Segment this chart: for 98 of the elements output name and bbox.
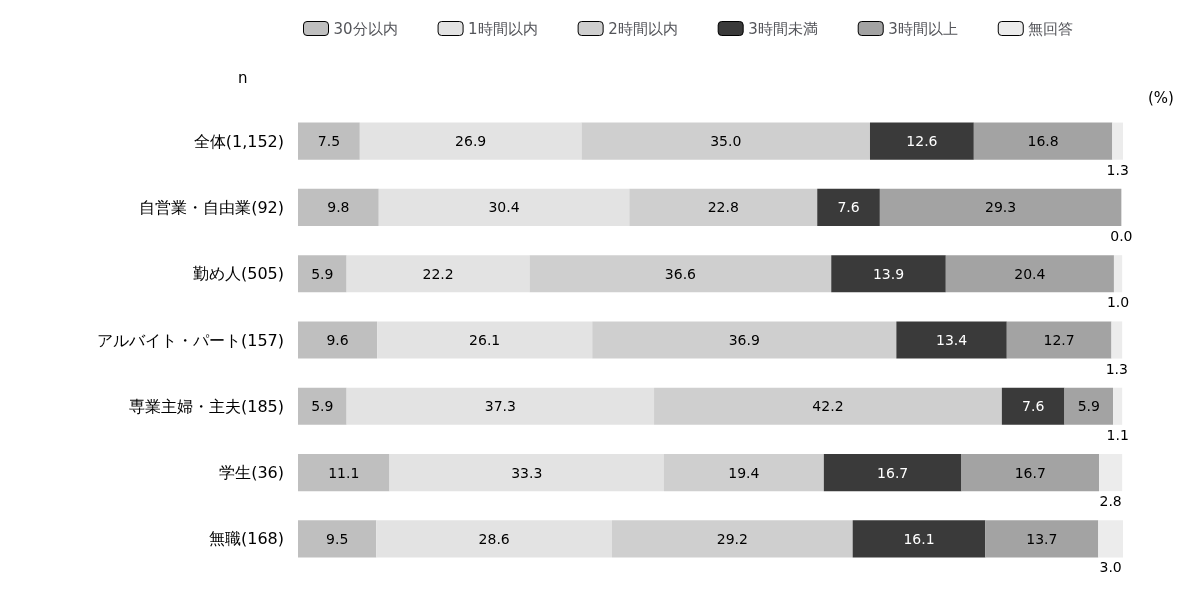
- bar: [823, 454, 962, 492]
- bar: [629, 188, 818, 226]
- bar: [1006, 321, 1112, 359]
- y-tick-label: 自営業・自由業(92): [139, 197, 284, 217]
- bar: [346, 255, 530, 293]
- bar: [298, 387, 347, 425]
- y-tick-label: 全体(1,152): [193, 131, 284, 151]
- data-label: 13.9: [872, 265, 905, 282]
- data-label: 5.9: [311, 398, 334, 415]
- y-tick-label: 専業主婦・主夫(185): [128, 396, 284, 416]
- bar: [654, 387, 1002, 425]
- text: n: [238, 68, 248, 87]
- data-label: 7.6: [837, 199, 860, 216]
- data-label: 20.4: [1014, 265, 1046, 282]
- data-label: 28.6: [478, 530, 510, 547]
- bar: [869, 122, 974, 160]
- data-label: 1.1: [1106, 426, 1129, 443]
- data-label: 22.8: [707, 199, 739, 216]
- bar: [612, 520, 853, 558]
- bar: [852, 520, 986, 558]
- bar: [1001, 387, 1065, 425]
- bar: [831, 255, 946, 293]
- data-label: 19.4: [728, 464, 760, 481]
- data-label: 9.8: [327, 199, 350, 216]
- bar: [1099, 454, 1123, 492]
- bar: [298, 321, 378, 359]
- data-label: 7.5: [317, 133, 341, 150]
- bar: [389, 454, 664, 492]
- data-label: 22.2: [422, 265, 454, 282]
- text: (%): [1148, 88, 1174, 107]
- data-label: 26.1: [469, 332, 501, 348]
- legend-label: 3時間未満: [748, 19, 818, 38]
- data-label: 9.5: [326, 530, 349, 547]
- bar: [359, 122, 582, 160]
- bar: [581, 122, 870, 160]
- data-label: 1.3: [1106, 161, 1129, 178]
- bar: [346, 387, 655, 425]
- bar: [298, 122, 360, 160]
- bar: [817, 188, 880, 226]
- bar: [378, 188, 630, 226]
- data-label: 13.7: [1026, 530, 1058, 547]
- bar: [592, 321, 897, 359]
- bar: [961, 454, 1100, 492]
- bar: [1098, 520, 1123, 558]
- legend-label: 30分以内: [333, 19, 398, 38]
- data-label: 16.1: [903, 530, 935, 547]
- data-label: 29.2: [716, 530, 748, 547]
- bar: [1113, 387, 1123, 425]
- data-label: 1.3: [1105, 360, 1128, 377]
- bar: [1064, 387, 1114, 425]
- bar: [663, 454, 824, 492]
- data-label: 5.9: [311, 265, 334, 282]
- bar: [298, 188, 379, 226]
- data-label: 16.8: [1027, 133, 1059, 150]
- data-label: 3.0: [1099, 559, 1122, 576]
- data-label: 26.9: [455, 133, 487, 150]
- bar: [1112, 122, 1123, 160]
- data-label: 35.0: [710, 133, 742, 150]
- data-label: 33.3: [511, 464, 543, 481]
- data-label: 36.9: [728, 332, 760, 348]
- y-tick-label: 勤め人(505): [192, 264, 284, 284]
- bar: [973, 122, 1113, 160]
- bar: [376, 520, 613, 558]
- bar: [529, 255, 832, 293]
- data-label: 5.9: [1077, 398, 1100, 415]
- bar: [377, 321, 593, 359]
- bar: [298, 255, 347, 293]
- bar: [896, 321, 1007, 359]
- data-label: 37.3: [484, 398, 516, 415]
- data-label: 12.6: [906, 133, 938, 150]
- data-label: 16.7: [1014, 464, 1046, 481]
- bar: [985, 520, 1099, 558]
- data-label: 12.7: [1043, 332, 1075, 348]
- bar: [879, 188, 1122, 226]
- legend-label: 2時間以内: [608, 19, 678, 38]
- legend-label: 無回答: [1028, 19, 1074, 38]
- y-tick-label: アルバイト・パート(157): [96, 330, 284, 350]
- data-label: 13.4: [935, 332, 968, 348]
- bar: [298, 520, 377, 558]
- data-label: 29.3: [985, 199, 1017, 216]
- data-label: 0.0: [1110, 227, 1133, 244]
- bar: [298, 454, 390, 492]
- data-label: 2.8: [1099, 493, 1122, 510]
- data-label: 30.4: [488, 199, 520, 216]
- data-label: 16.7: [877, 464, 909, 481]
- bar: [1113, 255, 1123, 293]
- data-label: 36.6: [664, 265, 697, 282]
- data-label: 7.6: [1022, 398, 1045, 415]
- data-label: 1.0: [1106, 294, 1130, 311]
- data-label: 11.1: [328, 464, 360, 481]
- legend-label: 3時間以上: [888, 19, 958, 38]
- y-tick-label: 学生(36): [219, 463, 284, 483]
- bar: [945, 255, 1114, 293]
- y-tick-label: 無職(168): [208, 529, 284, 549]
- data-label: 42.2: [812, 398, 844, 415]
- bar: [1111, 321, 1123, 359]
- data-label: 9.6: [326, 332, 349, 348]
- legend-label: 1時間以内: [468, 19, 538, 38]
